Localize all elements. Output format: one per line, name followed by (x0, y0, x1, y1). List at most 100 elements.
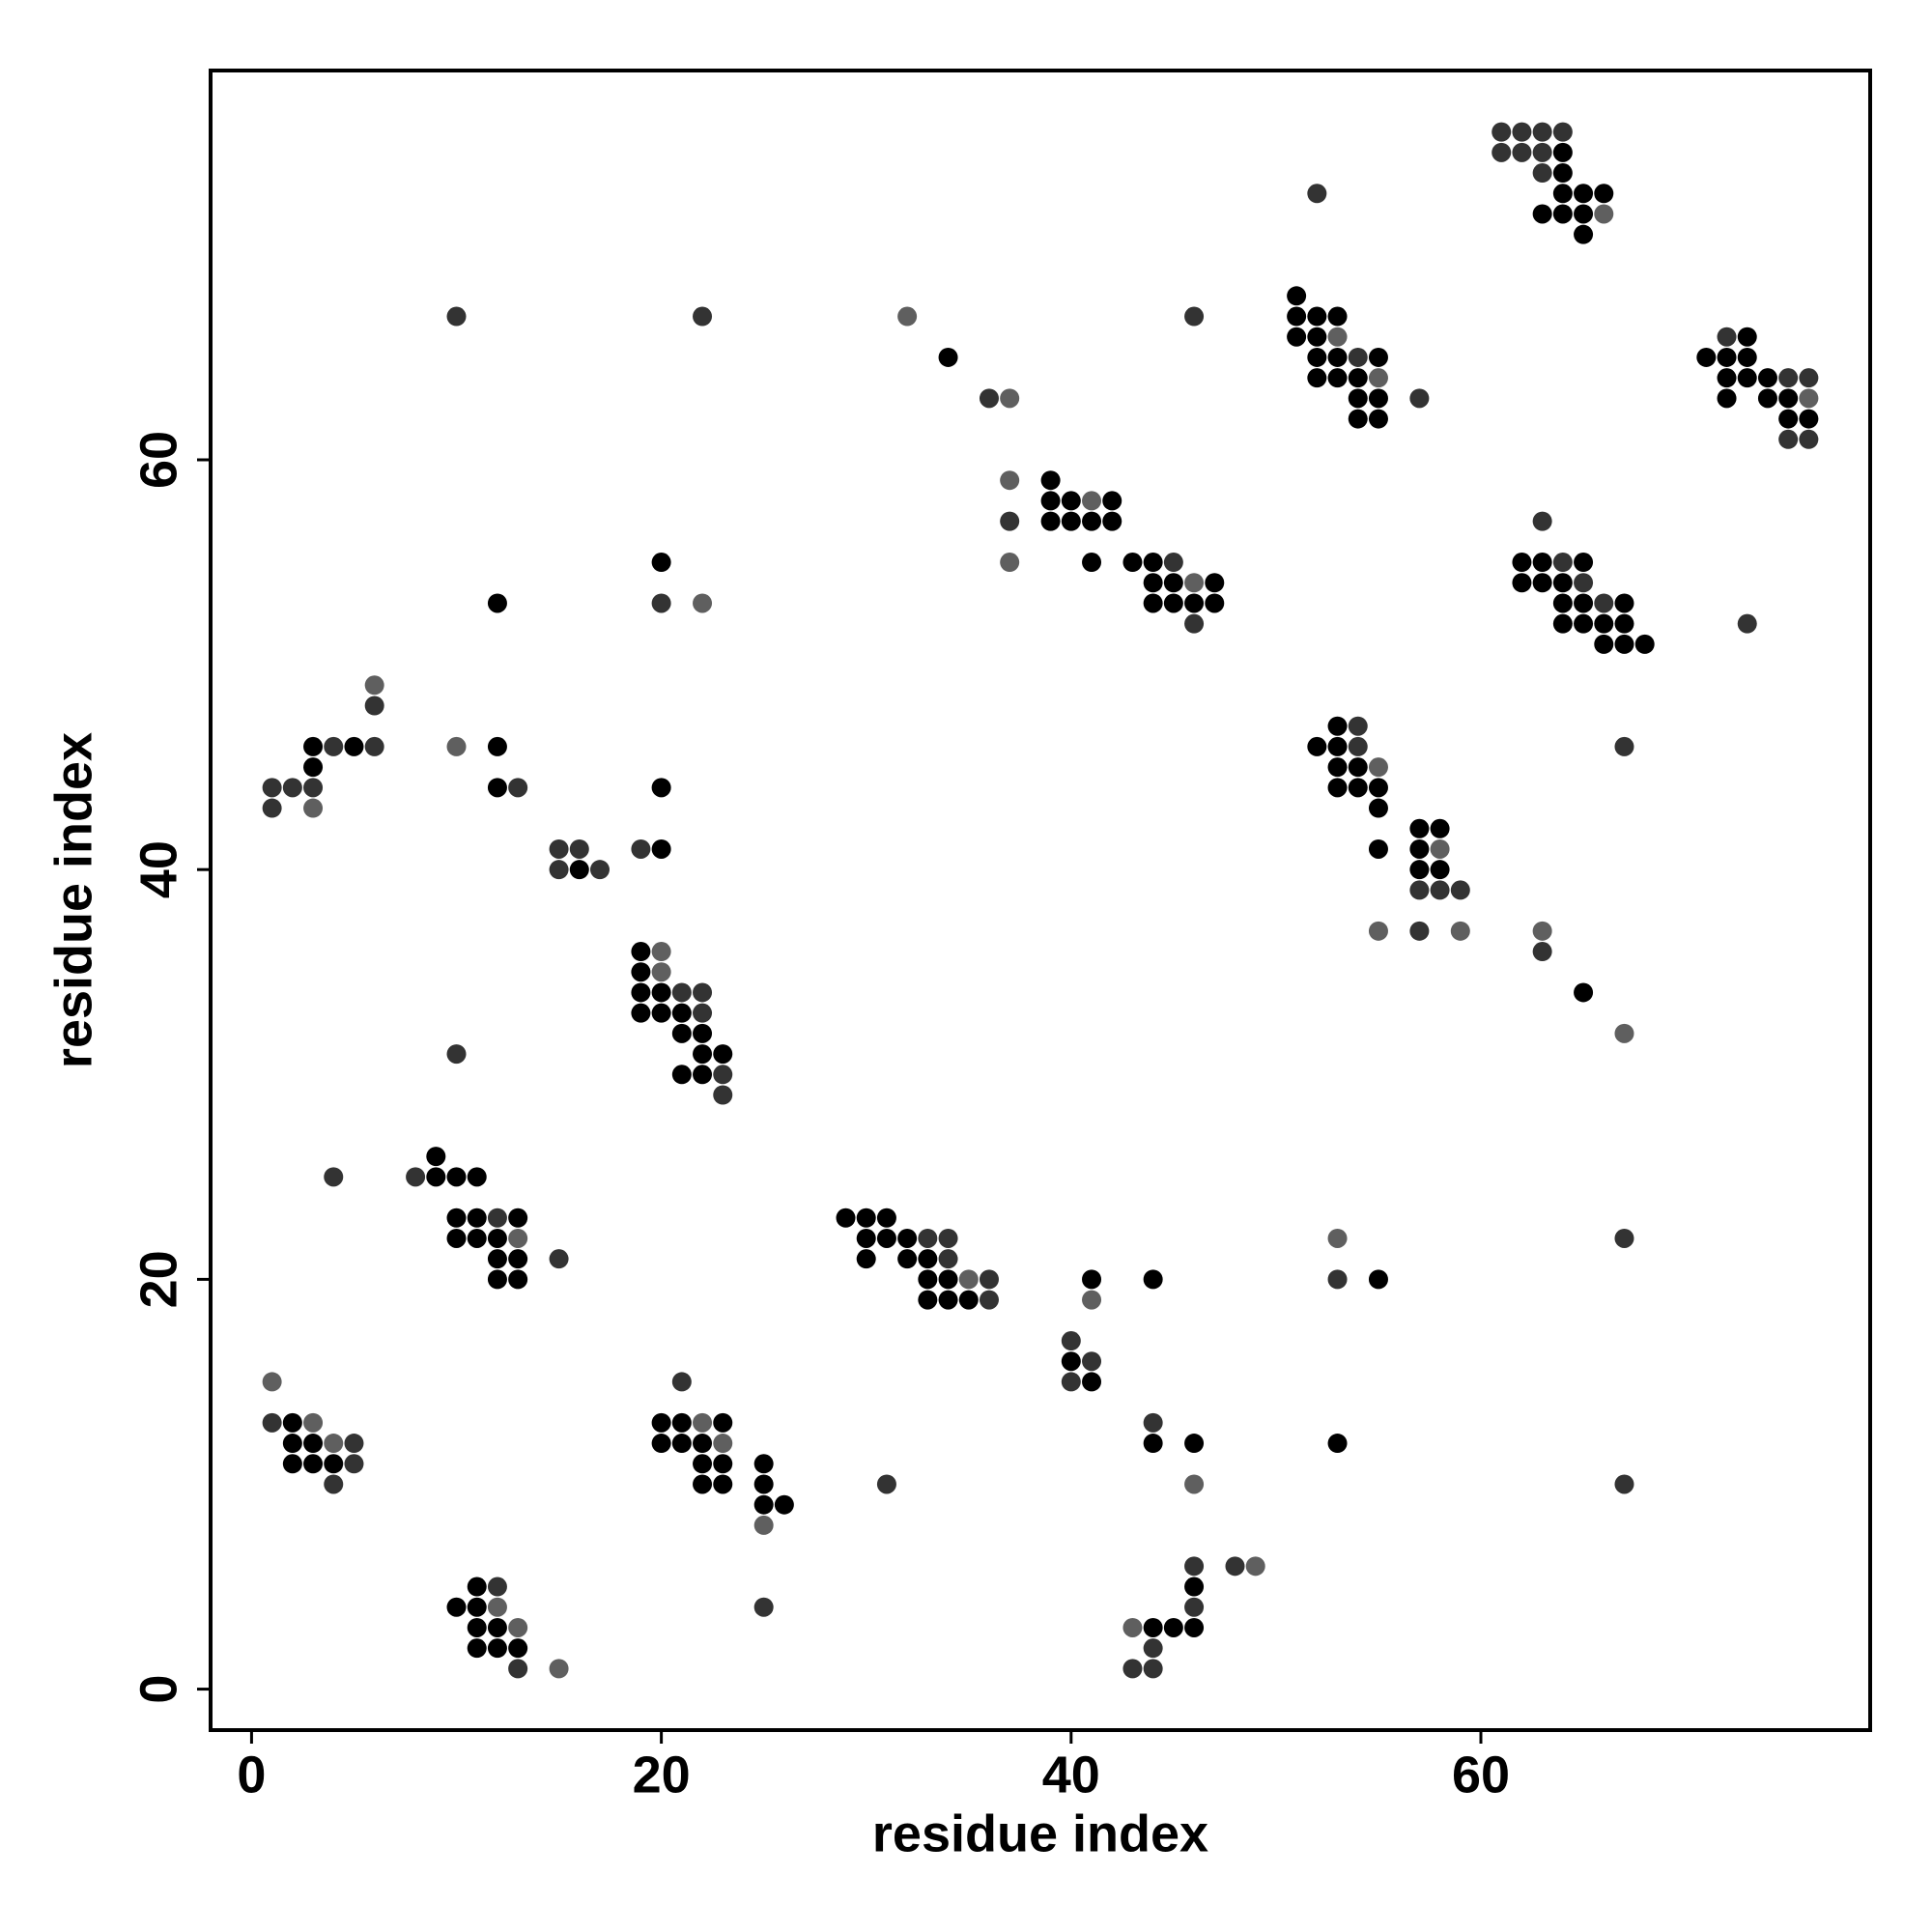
point (1368, 409, 1388, 429)
point (262, 1372, 282, 1392)
point (1574, 982, 1594, 1003)
point (897, 1249, 918, 1269)
point (1000, 553, 1020, 573)
point (856, 1228, 876, 1248)
point (1327, 1434, 1348, 1454)
point (467, 1167, 487, 1187)
point (918, 1290, 938, 1310)
point (1184, 573, 1205, 593)
point (508, 1617, 528, 1637)
point (1184, 1474, 1205, 1494)
point (569, 860, 589, 880)
point (958, 1269, 979, 1290)
point (1061, 1372, 1081, 1392)
point (364, 696, 384, 716)
point (1143, 1659, 1163, 1679)
point (303, 798, 324, 818)
point (713, 1044, 733, 1065)
y-tick-label: 60 (129, 431, 187, 489)
point (671, 1065, 692, 1085)
point (1614, 593, 1634, 613)
point (1594, 613, 1614, 634)
point (1574, 573, 1594, 593)
point (979, 1290, 999, 1310)
point (651, 778, 671, 798)
point (1082, 1290, 1102, 1310)
point (303, 757, 324, 778)
point (1040, 491, 1061, 511)
point (897, 1228, 918, 1248)
point (1717, 368, 1737, 388)
point (1778, 368, 1799, 388)
point (1594, 184, 1614, 204)
point (1348, 368, 1368, 388)
point (1307, 368, 1327, 388)
point (487, 778, 507, 798)
point (1348, 778, 1368, 798)
point (671, 1412, 692, 1433)
point (1000, 388, 1020, 409)
point (1737, 368, 1757, 388)
point (1634, 634, 1655, 654)
point (1778, 409, 1799, 429)
point (651, 1003, 671, 1023)
point (1287, 327, 1307, 347)
point (1430, 838, 1450, 859)
point (713, 1412, 733, 1433)
point (1552, 142, 1573, 162)
point (508, 1228, 528, 1248)
point (446, 306, 467, 327)
point (303, 1434, 324, 1454)
point (1532, 142, 1552, 162)
point (753, 1474, 774, 1494)
point (1614, 1023, 1634, 1043)
point (1409, 880, 1430, 900)
point (1102, 491, 1122, 511)
point (631, 962, 651, 982)
point (1614, 736, 1634, 756)
point (1143, 1434, 1163, 1454)
point (1061, 491, 1081, 511)
point (1574, 613, 1594, 634)
point (1409, 860, 1430, 880)
point (1737, 347, 1757, 367)
point (1574, 224, 1594, 244)
point (938, 1249, 958, 1269)
point (1614, 1474, 1634, 1494)
point (651, 942, 671, 962)
point (1122, 553, 1143, 573)
point (508, 1638, 528, 1659)
point (1122, 1659, 1143, 1679)
point (1552, 613, 1573, 634)
point (487, 1577, 507, 1597)
point (693, 1474, 713, 1494)
point (693, 1065, 713, 1085)
point (693, 982, 713, 1003)
point (1000, 511, 1020, 531)
point (324, 736, 344, 756)
point (1552, 184, 1573, 204)
point (1532, 122, 1552, 142)
point (446, 1228, 467, 1248)
point (487, 736, 507, 756)
point (1778, 429, 1799, 449)
point (753, 1494, 774, 1515)
point (774, 1494, 794, 1515)
point (1409, 388, 1430, 409)
point (1348, 347, 1368, 367)
point (549, 860, 569, 880)
point (1122, 1617, 1143, 1637)
y-tick-label: 40 (129, 840, 187, 898)
point (569, 838, 589, 859)
point (446, 1208, 467, 1228)
point (693, 1434, 713, 1454)
point (262, 778, 282, 798)
point (1082, 491, 1102, 511)
point (1327, 306, 1348, 327)
point (549, 1249, 569, 1269)
point (1368, 778, 1388, 798)
point (303, 1454, 324, 1474)
point (1450, 880, 1470, 900)
point (1450, 921, 1470, 941)
point (1594, 634, 1614, 654)
